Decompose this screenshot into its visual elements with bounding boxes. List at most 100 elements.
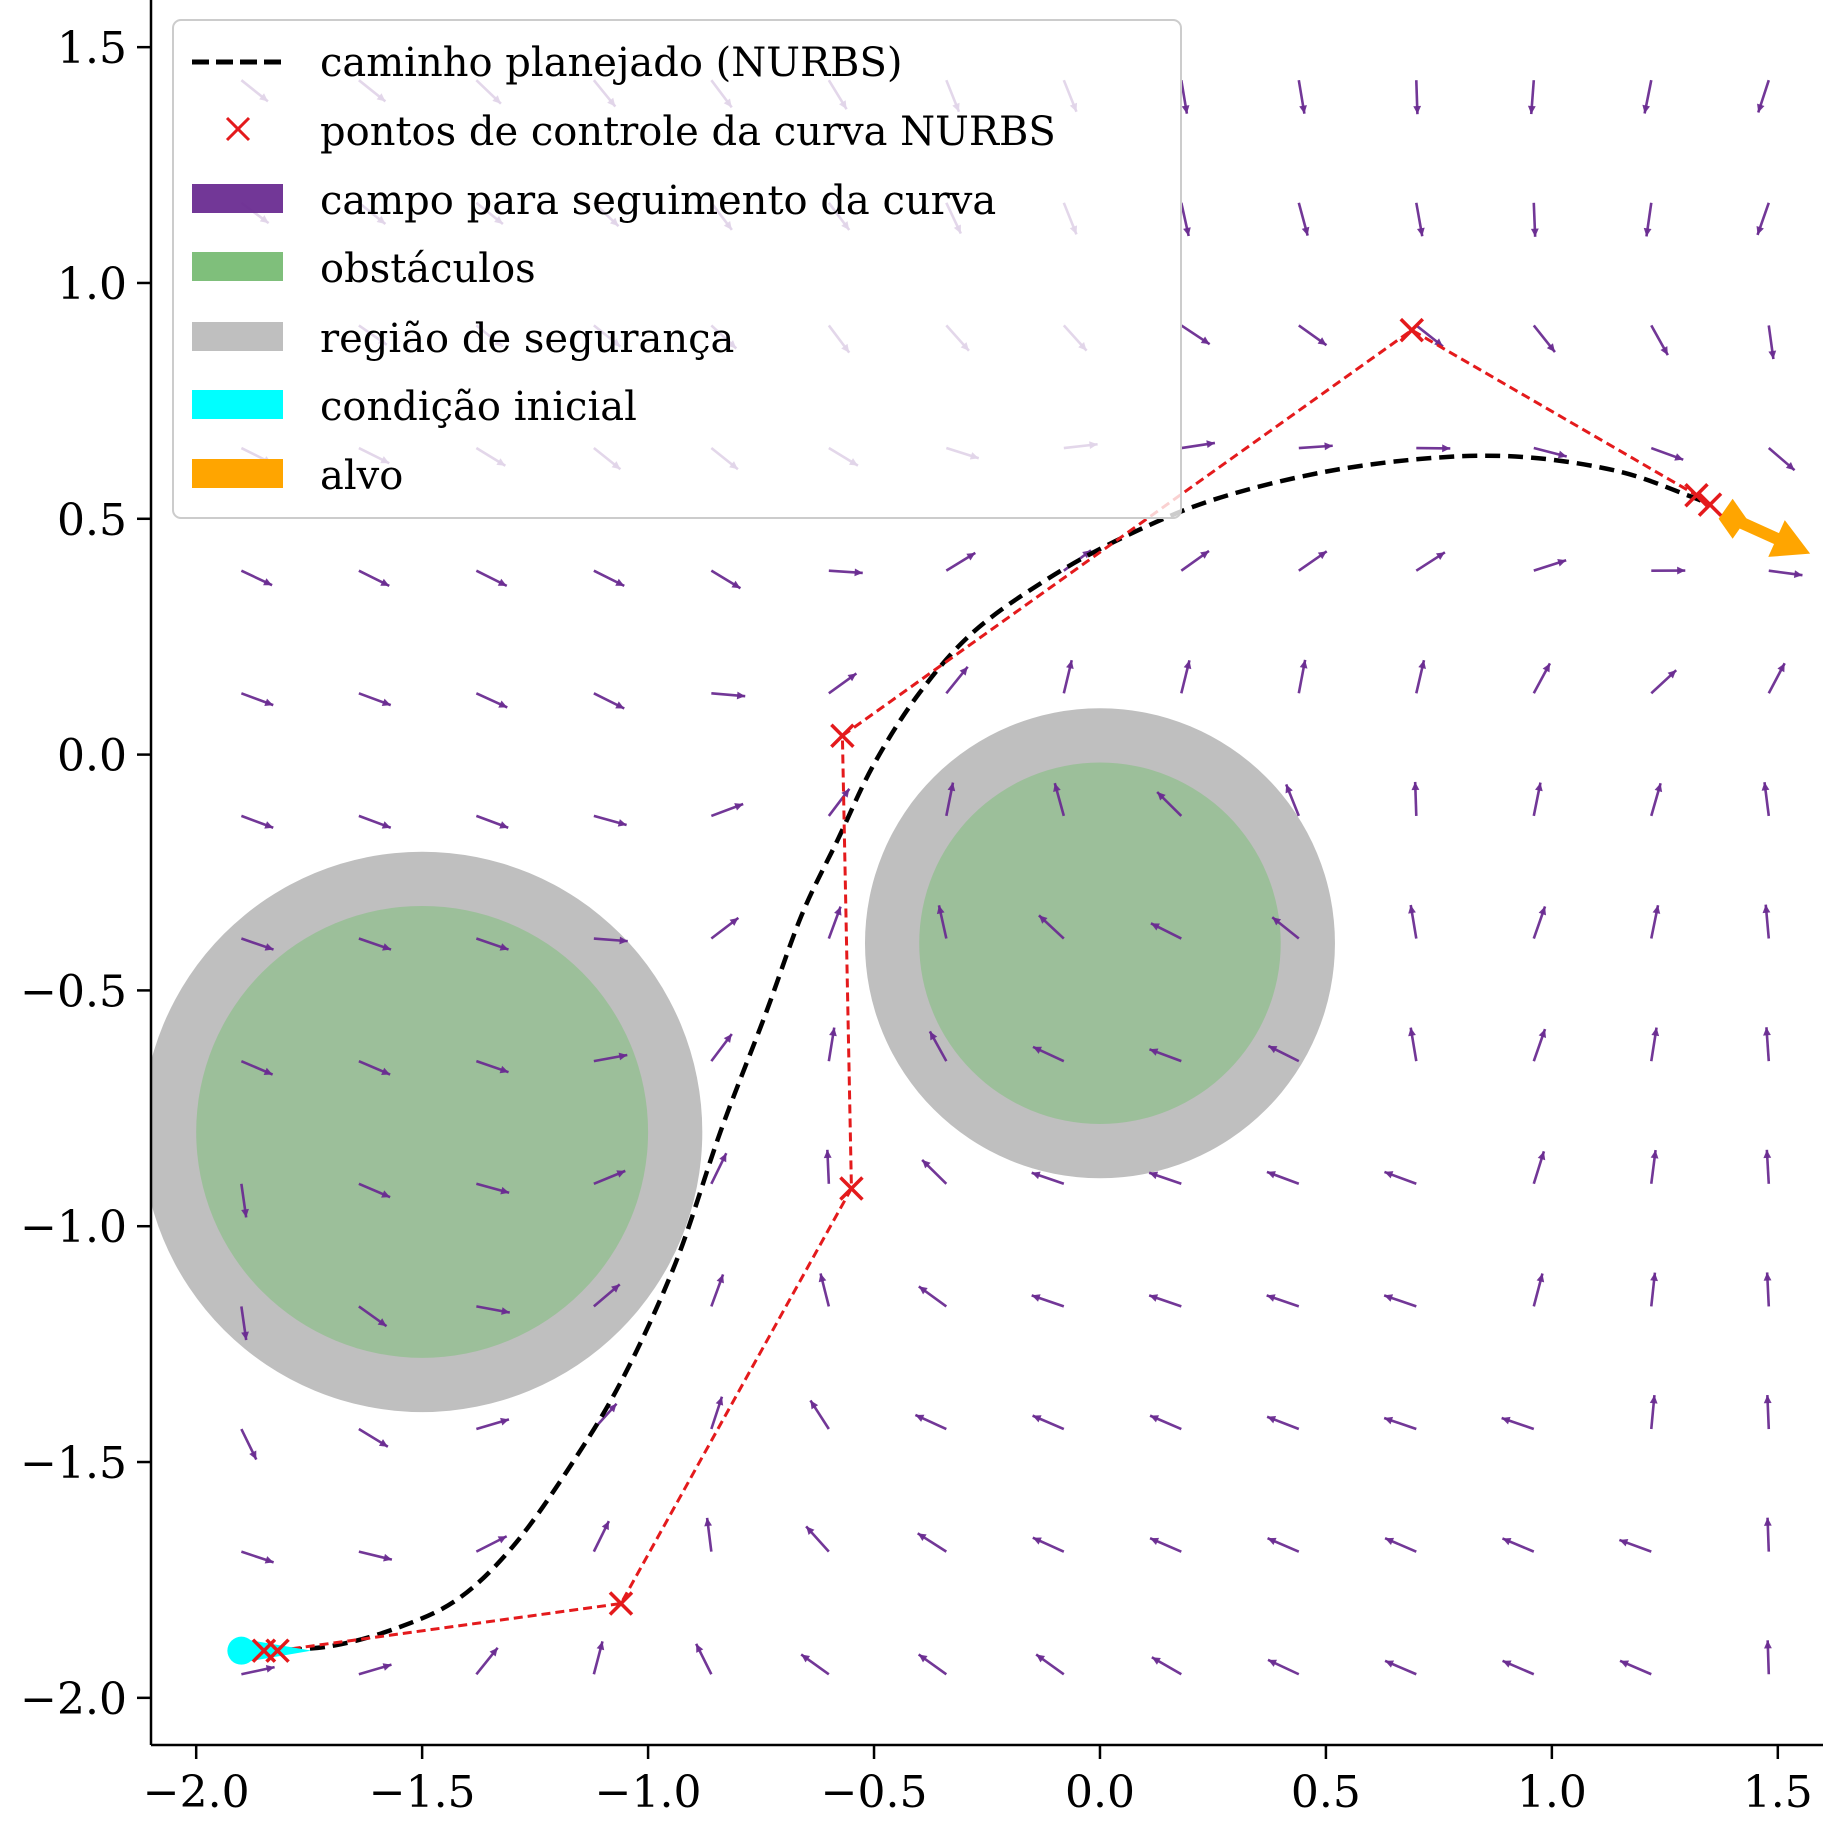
field-arrow-10-3 <box>1383 1294 1417 1308</box>
field-arrow-0-1 <box>240 1550 275 1564</box>
field-arrow-11-9 <box>1533 559 1567 572</box>
field-arrow-13-7 <box>1761 782 1771 817</box>
field-arrow-6-3 <box>918 1285 948 1308</box>
field-arrow-7-4 <box>1031 1171 1065 1185</box>
field-arrow-10-4 <box>1383 1170 1417 1185</box>
field-arrow-10-11 <box>1415 324 1444 348</box>
legend-swatch-target <box>192 459 283 488</box>
field-arrow-1-6 <box>358 937 392 951</box>
field-arrow-13-3 <box>1763 1272 1772 1307</box>
y-tick-label-1: −1.5 <box>20 1438 127 1489</box>
field-arrow-6-1 <box>916 1532 948 1553</box>
field-arrow-9-1 <box>1267 1537 1300 1553</box>
field-arrow-1-7 <box>358 814 392 829</box>
field-arrow-0-7 <box>240 814 274 829</box>
field-arrow-11-6 <box>1532 906 1547 939</box>
field-arrow-4-7 <box>710 802 744 818</box>
field-arrow-7-7 <box>1053 782 1066 817</box>
field-arrow-0-0 <box>241 1664 275 1676</box>
field-arrow-13-12 <box>1756 202 1770 236</box>
field-arrow-2-7 <box>475 814 509 829</box>
field-arrow-5-2 <box>809 1399 830 1430</box>
legend: caminho planejado (NURBS) pontos de cont… <box>172 19 1182 519</box>
legend-swatch-initial <box>192 390 283 419</box>
field-arrow-10-13 <box>1413 80 1422 115</box>
field-arrow-5-9 <box>828 568 863 577</box>
field-arrow-0-2 <box>240 1428 258 1461</box>
axes: −2.0 −1.5 −1.0 −0.5 0.0 0.5 1.0 1.5 −2.0 −1.5 −1.0… <box>20 0 1823 1818</box>
field-arrow-6-9 <box>945 551 976 572</box>
field-arrow-0-3 <box>240 1306 249 1341</box>
control-point-3 <box>608 1591 634 1616</box>
field-arrow-3-6 <box>593 936 628 945</box>
field-arrow-1-9 <box>358 569 390 588</box>
legend-label-target: alvo <box>320 453 403 499</box>
legend-swatch-control <box>225 116 251 142</box>
field-arrow-10-7 <box>1411 781 1420 816</box>
field-arrow-9-12 <box>1297 202 1310 236</box>
field-arrow-8-12 <box>1180 202 1191 237</box>
field-arrow-8-8 <box>1180 659 1192 694</box>
field-arrow-2-9 <box>475 569 508 588</box>
field-arrow-5-8 <box>828 672 858 695</box>
legend-label-field: campo para seguimento da curva <box>320 178 996 224</box>
field-arrow-5-4 <box>823 1149 832 1184</box>
planned-path-layer <box>263 453 1711 1653</box>
legend-swatch-safety <box>192 322 283 351</box>
field-arrow-8-13 <box>1180 79 1190 114</box>
field-arrow-9-6 <box>1271 916 1300 940</box>
field-arrow-13-1 <box>1763 1517 1772 1552</box>
field-arrow-13-11 <box>1767 325 1777 360</box>
field-arrow-8-1 <box>1149 1537 1182 1553</box>
field-arrow-9-13 <box>1297 79 1307 114</box>
field-arrow-3-7 <box>593 814 627 827</box>
field-arrow-10-0 <box>1384 1659 1417 1676</box>
field-arrow-12-8 <box>1650 669 1678 695</box>
field-arrow-12-11 <box>1650 324 1669 356</box>
field-arrow-11-7 <box>1532 782 1543 817</box>
control-polygon <box>263 328 1711 1653</box>
legend-label-obstacles: obstáculos <box>320 246 536 292</box>
x-tick-label-6: 1.0 <box>1517 1767 1587 1818</box>
field-arrow-10-1 <box>1384 1537 1417 1553</box>
field-arrow-8-6 <box>1150 922 1182 940</box>
field-arrow-12-13 <box>1642 79 1653 114</box>
field-arrow-2-6 <box>475 937 509 951</box>
field-arrow-4-1 <box>704 1517 713 1552</box>
field-arrow-1-5 <box>358 1059 391 1076</box>
field-arrow-1-0 <box>358 1663 392 1676</box>
field-arrow-0-9 <box>240 569 273 587</box>
field-arrow-13-10 <box>1767 447 1796 472</box>
field-arrow-12-1 <box>1618 1538 1652 1553</box>
y-tick-label-2: −1.0 <box>20 1202 127 1253</box>
field-arrow-11-11 <box>1532 324 1556 353</box>
field-arrow-7-2 <box>1032 1414 1065 1431</box>
y-tick-label-0: −2.0 <box>20 1674 127 1725</box>
field-arrow-13-2 <box>1763 1394 1772 1430</box>
field-arrow-7-3 <box>1031 1294 1065 1308</box>
y-tick-label-3: −0.5 <box>20 966 127 1017</box>
field-arrow-7-0 <box>1035 1653 1065 1676</box>
field-arrow-4-2 <box>710 1396 724 1430</box>
field-arrow-12-2 <box>1649 1395 1658 1430</box>
field-arrow-10-9 <box>1415 551 1446 572</box>
field-arrow-3-0 <box>592 1641 605 1675</box>
x-tick-label-1: −1.5 <box>369 1767 476 1818</box>
field-arrow-8-7 <box>1156 791 1183 817</box>
field-arrow-5-6 <box>827 906 842 939</box>
obstacle-1 <box>196 905 649 1358</box>
field-arrow-3-5 <box>593 1052 628 1063</box>
field-arrow-10-12 <box>1415 202 1425 237</box>
field-arrow-9-8 <box>1297 659 1308 694</box>
y-tick-label-5: 0.5 <box>57 495 127 546</box>
field-arrow-1-1 <box>358 1550 393 1562</box>
field-arrow-10-2 <box>1383 1416 1417 1431</box>
field-arrow-6-8 <box>945 666 969 695</box>
field-arrow-13-8 <box>1767 662 1786 694</box>
control-point-7 <box>1684 482 1709 508</box>
field-arrow-4-3 <box>710 1274 725 1307</box>
field-arrow-2-5 <box>475 1059 509 1074</box>
field-arrow-9-5 <box>1267 1044 1300 1063</box>
x-tick-label-2: −1.0 <box>595 1767 702 1818</box>
